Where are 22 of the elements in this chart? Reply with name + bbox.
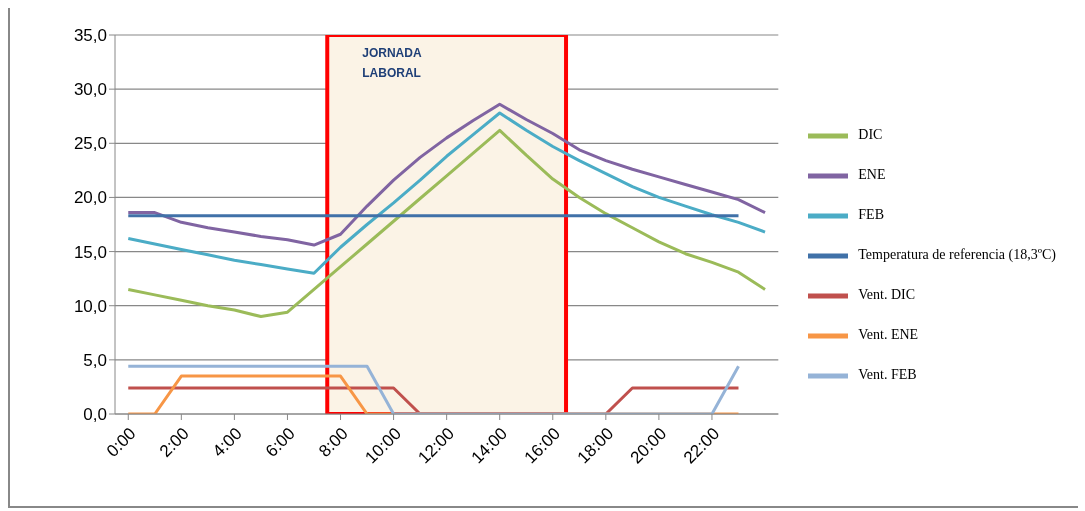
x-tick-label: 6:00: [261, 423, 299, 461]
legend-label: FEB: [858, 207, 884, 223]
line-series: [126, 111, 767, 275]
y-tick-label: 0,0: [83, 405, 107, 425]
band-label: JORNADA LABORAL: [362, 46, 422, 80]
y-tick-label: 15,0: [73, 242, 107, 262]
y-tick-label: 10,0: [73, 296, 107, 316]
legend-label: DIC: [858, 127, 883, 143]
x-tick-label: 4:00: [208, 423, 246, 461]
y-tick-label: 5,0: [83, 350, 107, 370]
line-series: [126, 128, 767, 319]
legend-label: Temperatura de referencia (18,3ºC): [858, 247, 1056, 263]
y-tick-label: 20,0: [73, 188, 107, 208]
y-tick-label: 35,0: [73, 26, 107, 46]
y-tick-label: 30,0: [73, 80, 107, 100]
line-series: [126, 102, 767, 247]
legend-label: Vent. ENE: [858, 327, 919, 343]
legend-label: Vent. DIC: [858, 287, 916, 303]
legend-label: ENE: [858, 167, 886, 183]
y-tick-label: 25,0: [73, 134, 107, 154]
legend-label: Vent. FEB: [858, 367, 917, 383]
x-tick-label: 0:00: [102, 423, 140, 461]
